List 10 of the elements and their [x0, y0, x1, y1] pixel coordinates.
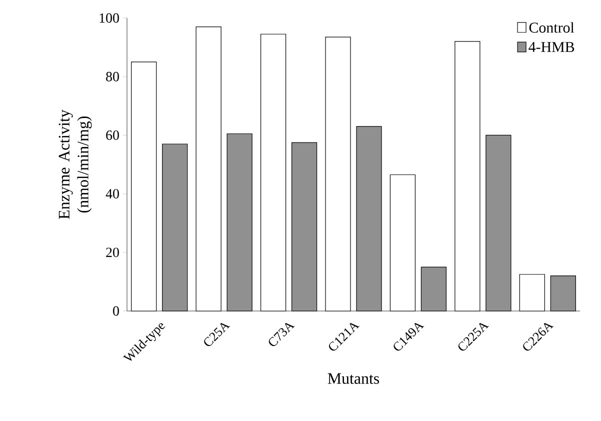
y-tick-label: 100 — [100, 13, 119, 23]
legend-label: 4-HMB — [528, 42, 574, 52]
y-tick-label: 60 — [106, 130, 119, 140]
y-tick-label: 40 — [106, 189, 119, 199]
x-axis-title: Mutants — [328, 373, 380, 384]
y-tick-label: 0 — [113, 306, 119, 316]
y-tick-label: 20 — [106, 248, 119, 258]
y-axis-title: Enzyme Activity (nmol/min/mg) — [58, 110, 92, 219]
legend-label: Control — [529, 22, 574, 33]
y-tick-label: 80 — [106, 72, 119, 82]
